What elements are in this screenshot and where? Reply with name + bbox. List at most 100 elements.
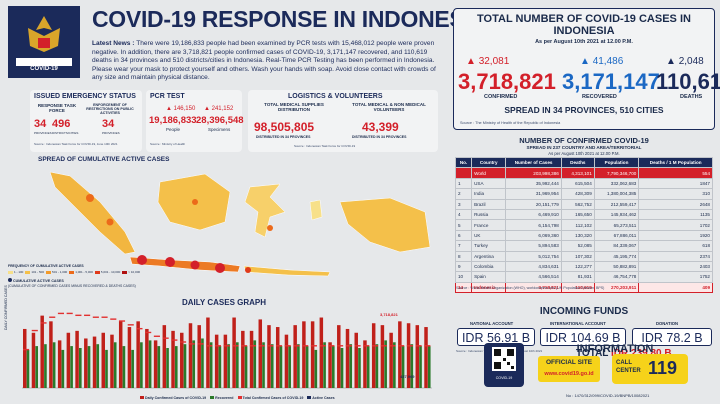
total-marker: [302, 345, 309, 347]
map-hotspot[interactable]: [137, 255, 147, 265]
daily-bar: [110, 334, 114, 388]
legend-label: 1,001 - 5,000: [75, 270, 93, 274]
map-hotspot[interactable]: [215, 263, 225, 273]
world-table-title: NUMBER OF CONFIRMED COVID-19: [519, 136, 649, 145]
recovered-bar: [410, 344, 414, 388]
table-cell: 112,102: [560, 219, 595, 231]
table-cell: 7: [454, 240, 473, 252]
volunteers-label: TOTAL MEDICAL & NON MEDICAL VOLUNTEERS: [352, 102, 426, 112]
total-marker: [380, 345, 387, 347]
table-cell: 6,069,360: [505, 229, 562, 242]
table-cell: 562,752: [560, 198, 595, 210]
funds-total: TOTAL IDR 239.80 B: [576, 348, 672, 359]
table-cell: 5,894,583: [505, 240, 562, 252]
recovered-bar: [262, 342, 265, 388]
qr-code-icon: [492, 347, 516, 371]
total-marker: [337, 345, 344, 347]
map-hotspot[interactable]: [106, 218, 114, 226]
recovered-bar: [253, 340, 257, 388]
enforcement-count: 34: [102, 118, 115, 130]
call-center-button[interactable]: CALL CENTER 119: [612, 354, 688, 384]
table-cell: USA: [471, 177, 507, 190]
provinces-unit: PROVINCES: [34, 131, 52, 135]
call-center-number: 119: [648, 358, 678, 378]
total-marker: [145, 331, 152, 334]
recovered-bar: [244, 346, 248, 388]
recovered-delta-value: 41,486: [592, 56, 624, 67]
recovered-bar: [105, 349, 108, 388]
daily-bar: [406, 323, 411, 388]
recovered-bar: [393, 342, 396, 388]
map-hotspot[interactable]: [192, 199, 198, 205]
table-row: 14 Indonesia 3,718,821 110,619 270,203,911 40…: [454, 281, 713, 294]
recovered-bar: [148, 340, 152, 388]
daily-bar: [214, 334, 219, 388]
recovered-bar: [236, 342, 239, 388]
news-label: Latest News :: [92, 40, 135, 47]
table-cell: 7,790,346,700: [593, 167, 640, 179]
total-marker: [57, 312, 64, 315]
confirmed-label: CONFIRMED: [484, 94, 518, 100]
map-hotspot[interactable]: [245, 267, 251, 273]
table-row: 5 France 6,154,798 112,102 65,273,511 1702: [454, 219, 713, 231]
table-cell: UK: [471, 229, 507, 242]
table-cell: 35,992,444: [505, 177, 562, 190]
legend-label: 101 - 500: [31, 270, 45, 274]
map-hotspot[interactable]: [86, 194, 94, 202]
totals-panel: TOTAL NUMBER OF COVID-19 CASES IN INDONE…: [453, 8, 720, 130]
emergency-source: Source : Indonesian Task Force for COVID…: [34, 142, 118, 146]
table-header-cell: Country: [471, 156, 507, 169]
page-title: COVID-19 RESPONSE IN INDONESIA: [92, 6, 487, 32]
pcr-test-panel: PCR TEST ▲ 146,150 ▲ 241,152 19,186,833 …: [146, 90, 244, 152]
recovered-bar: [26, 349, 30, 388]
total-marker: [284, 345, 291, 347]
total-marker: [214, 345, 222, 347]
table-cell: [454, 167, 473, 179]
recovered-bar: [113, 342, 117, 388]
volunteers-sub: DISTRIBUTED IN 34 PROVINCES: [352, 135, 407, 139]
recovered-bar: [122, 346, 126, 388]
table-cell: 65,273,511: [593, 219, 640, 231]
total-marker: [136, 327, 143, 330]
districts-count: 496: [52, 118, 71, 130]
qr-block[interactable]: COVID-19: [484, 343, 524, 387]
pcr-people-delta: ▲ 146,150: [166, 106, 196, 112]
table-cell: Turkey: [471, 240, 507, 252]
map-hotspot[interactable]: [190, 260, 200, 270]
daily-bar: [249, 330, 254, 388]
total-marker: [415, 345, 422, 347]
daily-bar: [267, 325, 271, 388]
table-cell: 310: [638, 188, 713, 200]
daily-bar: [241, 330, 245, 388]
table-cell: 31,969,954: [505, 188, 562, 200]
recovered-label: RECOVERED: [582, 94, 617, 100]
legend-label: 5,001 - 10,000: [100, 270, 121, 274]
legend-item: 5,001 - 10,000: [94, 270, 121, 274]
total-marker: [398, 345, 405, 347]
legend-swatch: [122, 270, 128, 274]
totals-source: Source : The Ministry of Health of the R…: [460, 121, 561, 125]
deaths-delta: ▲ 2,048: [666, 56, 704, 67]
official-site-label: OFFICIAL SITE: [545, 359, 593, 366]
recovered-bar: [384, 340, 387, 388]
official-site-url[interactable]: www.covid19.go.id: [544, 371, 594, 377]
pcr-people: 19,186,833: [149, 115, 197, 126]
official-site-button[interactable]: OFFICIAL SITE www.covid19.go.id: [538, 356, 600, 382]
logistics-panel: LOGISTICS & VOLUNTEERS TOTAL MEDICAL SUP…: [248, 90, 438, 152]
map-hotspot[interactable]: [165, 257, 175, 267]
total-marker: [345, 345, 352, 347]
total-marker: [232, 345, 239, 347]
map-title: SPREAD OF CUMULATIVE ACTIVE CASES: [38, 156, 170, 163]
recovered-bar: [87, 346, 91, 388]
deaths-delta-value: 2,048: [678, 56, 704, 67]
table-cell: 5: [454, 219, 473, 231]
table-header-cell: Deaths: [560, 156, 595, 169]
confirmed-total: 3,718,821: [458, 69, 556, 94]
map-hotspot[interactable]: [267, 225, 273, 231]
legend-swatch-total: [237, 396, 242, 399]
emergency-title: ISSUED EMERGENCY STATUS: [34, 93, 136, 100]
pcr-specimen-delta-value: 241,152: [211, 106, 234, 112]
daily-legend: Daily Confirmed Cases of COVID-19 Recove…: [140, 396, 335, 400]
daily-bar: [171, 330, 175, 388]
recovered-bar: [140, 342, 143, 388]
